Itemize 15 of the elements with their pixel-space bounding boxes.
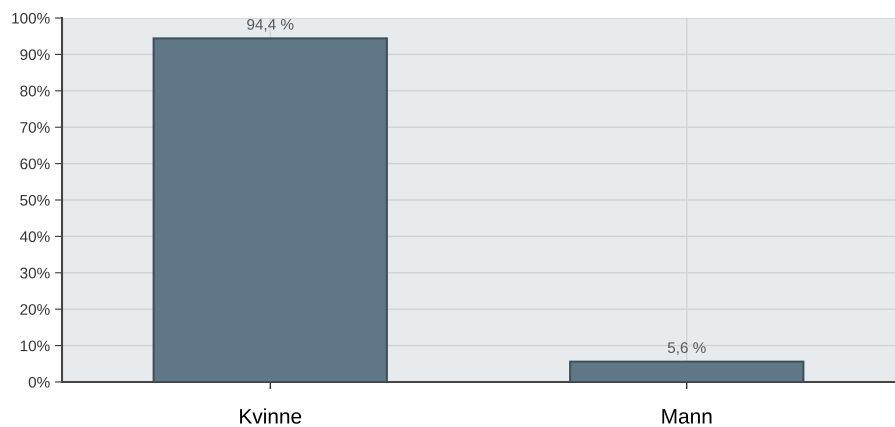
y-tick-label: 10% <box>20 340 50 352</box>
y-tick-label: 90% <box>20 49 50 60</box>
y-tick-label: 80% <box>20 86 50 96</box>
y-tick-label: 40% <box>20 231 50 242</box>
data-label: 5,6 % <box>668 342 706 355</box>
x-tick-label: Mann <box>662 409 712 424</box>
y-tick-label: 30% <box>20 268 50 278</box>
y-tick-label: 60% <box>20 158 50 170</box>
y-tick-label: 0% <box>28 376 50 388</box>
y-tick-label: 70% <box>20 122 50 133</box>
x-tick-label: Kvinne <box>240 408 302 424</box>
y-tick-label: 100% <box>12 12 50 24</box>
y-tick-label: 50% <box>20 194 50 206</box>
y-tick-label: 20% <box>20 304 50 315</box>
data-label: 94,4 % <box>247 18 294 32</box>
